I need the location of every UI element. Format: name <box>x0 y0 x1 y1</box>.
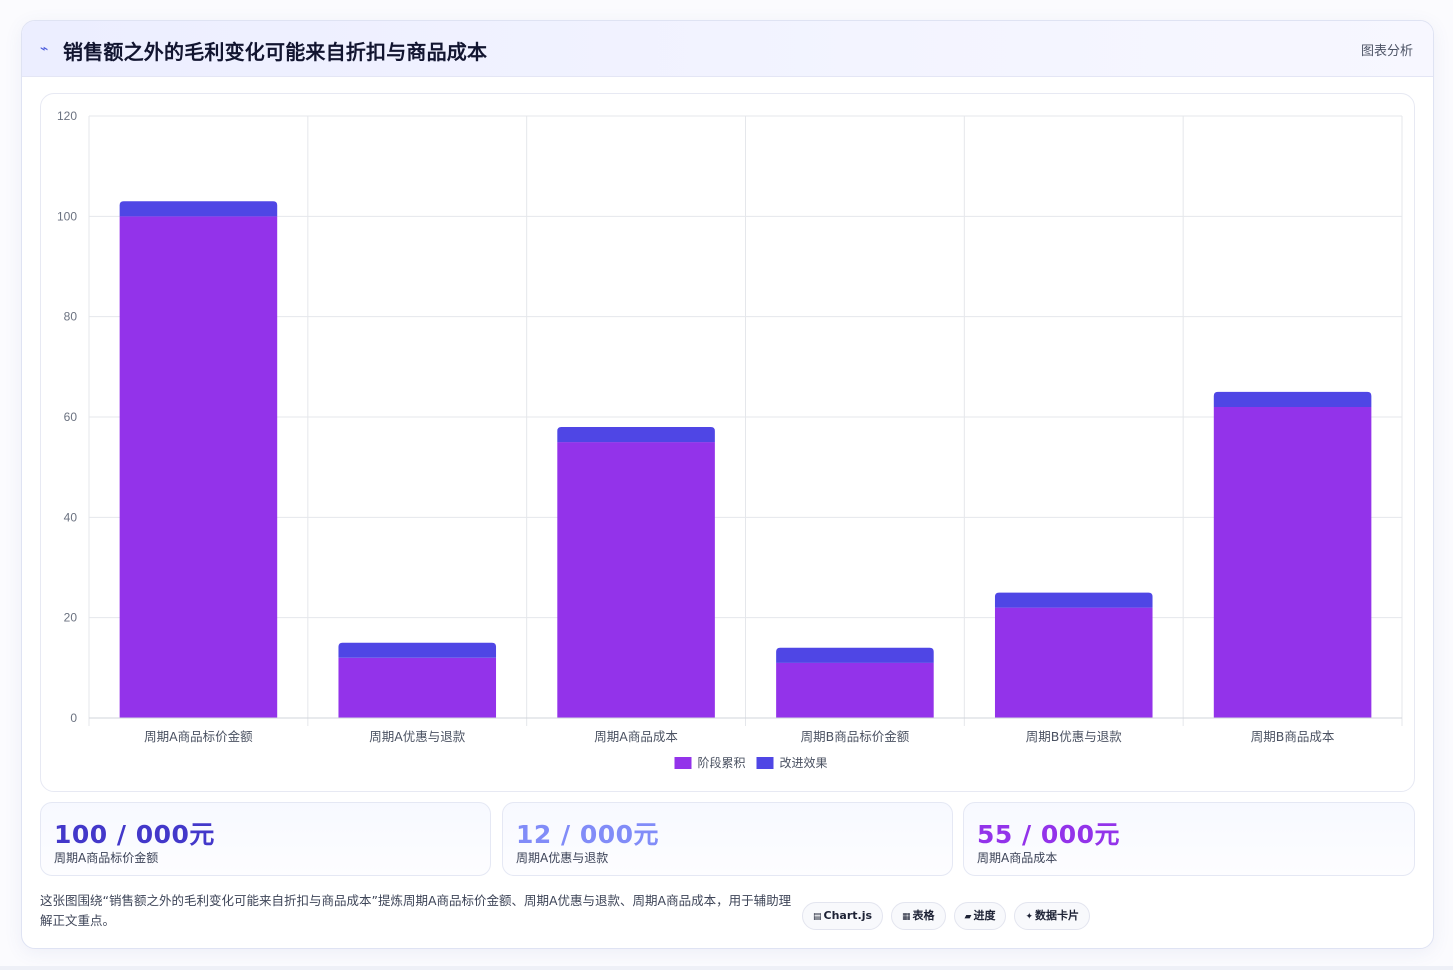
stacked-bar-chart: 0 20 40 60 80 100 120 周期A商品标价金额 周期A优惠与退款 周期A商品成本 周… <box>57 109 1403 770</box>
bar-base <box>994 607 1153 718</box>
x-tick-label: 周期B商品标价金额 <box>801 729 910 744</box>
tag-data-card[interactable]: ✦ 数据卡片 <box>1014 902 1091 930</box>
stat-value-2: 12 / 000元 <box>516 820 660 849</box>
bar-base <box>1213 406 1372 718</box>
sparkle-icon: ✦ <box>1025 912 1034 922</box>
y-tick-label: 0 <box>70 711 77 725</box>
chart-card: ⌁ 销售额之外的毛利变化可能来自折扣与商品成本 图表分析 0 20 40 60 80 10… <box>21 20 1434 949</box>
tag-label: 进度 <box>973 909 996 922</box>
bar-delta <box>994 592 1153 608</box>
chart-line-icon: ⌁ <box>40 41 49 57</box>
chart-icon: ▤ <box>813 912 822 922</box>
legend-swatch <box>674 757 692 769</box>
legend-label: 改进效果 <box>780 755 828 770</box>
tag-label: 数据卡片 <box>1035 909 1080 922</box>
progress-icon: ▰ <box>964 912 972 922</box>
x-tick-label: 周期B优惠与退款 <box>1026 729 1123 744</box>
legend-swatch <box>756 757 774 769</box>
y-tick-label: 60 <box>64 410 78 424</box>
x-tick-label: 周期A商品标价金额 <box>144 729 253 744</box>
x-tick-label: 周期A商品成本 <box>594 729 678 744</box>
x-tick-label: 周期A优惠与退款 <box>369 729 466 744</box>
header-tag: 图表分析 <box>1360 44 1413 59</box>
stat-label-2: 周期A优惠与退款 <box>516 851 609 865</box>
bar-delta <box>557 427 715 443</box>
bar-delta <box>1213 391 1372 407</box>
bar-delta <box>119 201 278 217</box>
tag-progress[interactable]: ▰ 进度 <box>953 902 1007 930</box>
bottom-strip <box>0 966 1453 970</box>
y-tick-label: 80 <box>64 310 78 324</box>
legend-label: 阶段累积 <box>698 755 746 770</box>
tag-label: 表格 <box>912 909 935 922</box>
table-icon: ▦ <box>902 912 911 922</box>
stat-value-3: 55 / 000元 <box>977 820 1121 849</box>
stat-card-3: 55 / 000元 周期A商品成本 <box>963 802 1415 876</box>
chart-description: 这张图围绕“销售额之外的毛利变化可能来自折扣与商品成本”提炼周期A商品标价金额、… <box>40 893 792 928</box>
stat-value-1: 100 / 000元 <box>54 820 215 849</box>
stat-card-2: 12 / 000元 周期A优惠与退款 <box>502 802 953 876</box>
stat-card-1: 100 / 000元 周期A商品标价金额 <box>40 802 491 876</box>
bar-base <box>119 216 278 718</box>
tag-chartjs[interactable]: ▤ Chart.js <box>802 902 884 930</box>
bar-base <box>557 442 715 718</box>
tag-row: ▤ Chart.js ▦ 表格 ▰ 进度 ✦ 数据卡片 <box>802 902 1091 930</box>
bar-delta <box>338 642 497 658</box>
tag-table[interactable]: ▦ 表格 <box>891 902 946 930</box>
bar-base <box>338 657 497 718</box>
bar-delta <box>776 647 934 663</box>
x-tick-label: 周期B商品成本 <box>1251 729 1335 744</box>
bar-base <box>776 662 934 718</box>
stat-label-3: 周期A商品成本 <box>977 851 1058 865</box>
y-tick-label: 20 <box>64 611 78 625</box>
card-header: ⌁ 销售额之外的毛利变化可能来自折扣与商品成本 图表分析 <box>22 21 1433 77</box>
page-title: 销售额之外的毛利变化可能来自折扣与商品成本 <box>63 40 488 64</box>
y-tick-label: 40 <box>64 510 78 524</box>
tag-label: Chart.js <box>823 909 873 922</box>
stat-label-1: 周期A商品标价金额 <box>54 851 159 865</box>
chart-panel: 0 20 40 60 80 100 120 周期A商品标价金额 周期A优惠与退款 周期A商品成本 周… <box>40 93 1415 792</box>
y-tick-label: 100 <box>57 209 77 223</box>
y-tick-label: 120 <box>57 109 77 123</box>
